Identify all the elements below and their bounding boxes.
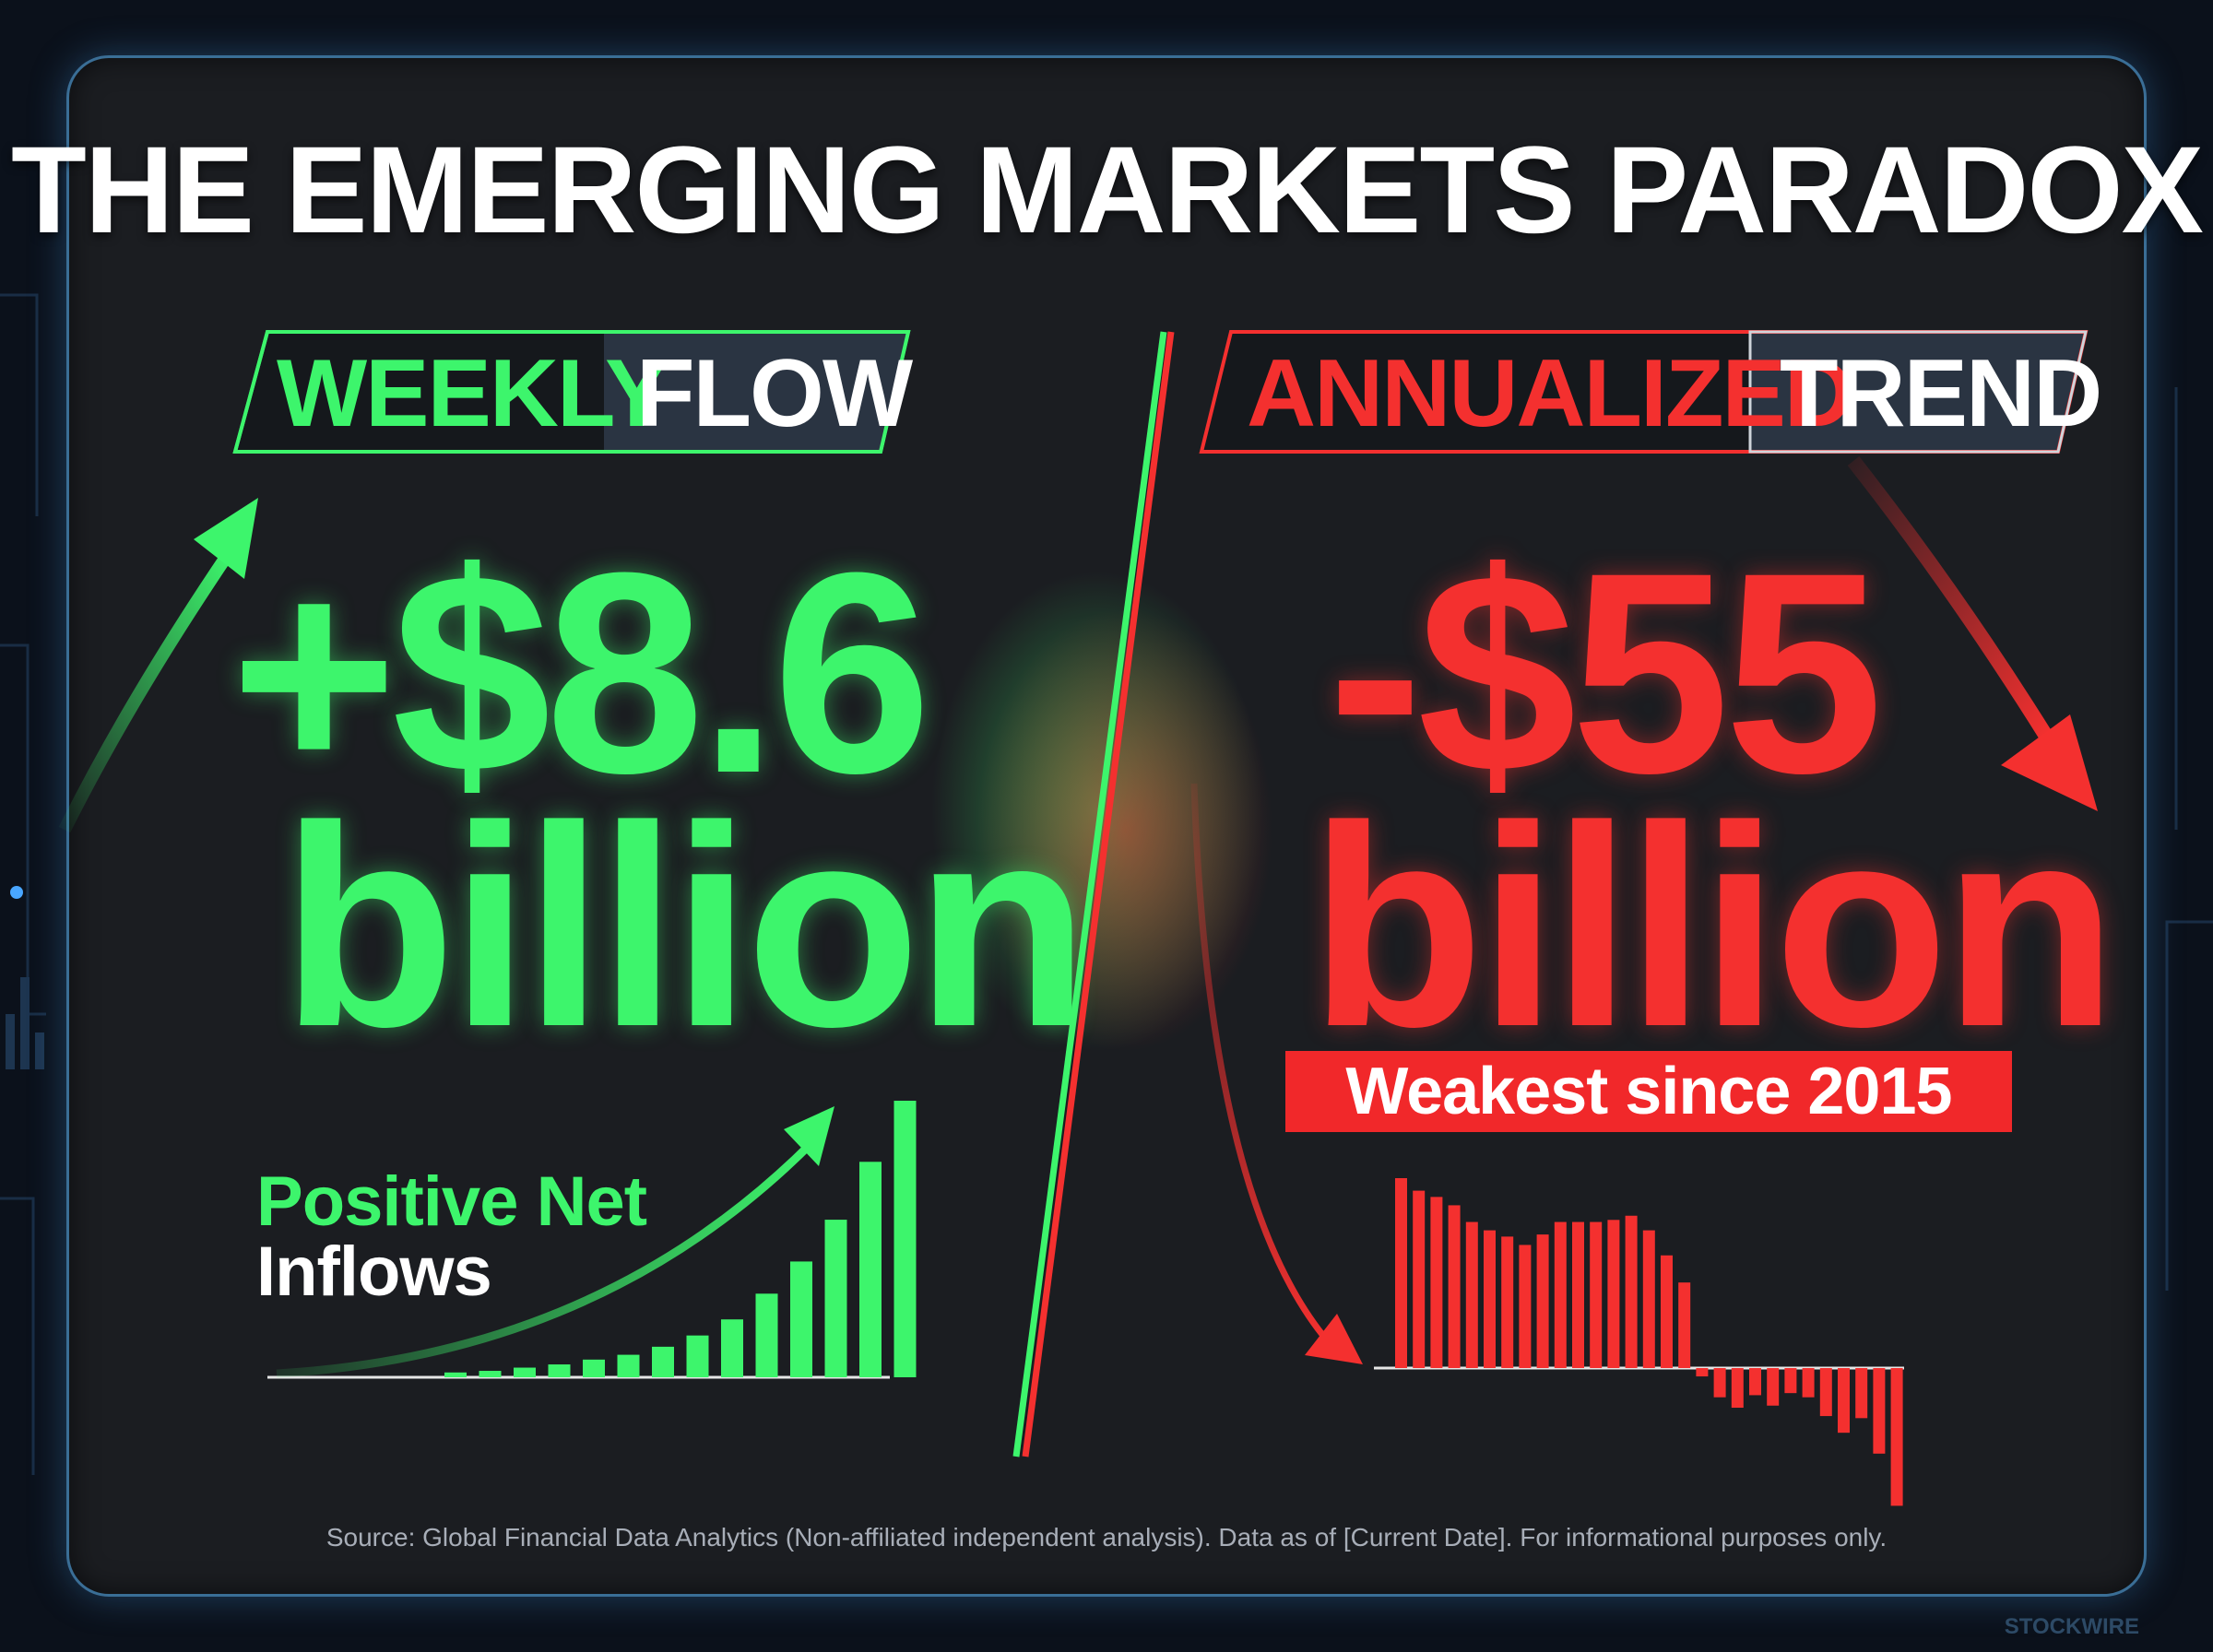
- weekly-banner-highlight: WEEKLY: [277, 340, 669, 447]
- annualized-banner-rest: TREND: [1780, 340, 2102, 447]
- weakest-since-badge: Weakest since 2015: [1285, 1051, 2012, 1132]
- page-title: THE EMERGING MARKETS PARADOX: [11, 122, 2204, 259]
- annualized-banner-highlight: ANNUALIZED: [1247, 340, 1853, 447]
- weekly-flow-amount: +$8.6: [231, 513, 931, 832]
- weekly-flow-unit: billion: [281, 766, 1090, 1086]
- weekly-banner-rest: FLOW: [636, 340, 913, 447]
- source-footnote: Source: Global Financial Data Analytics …: [325, 1523, 1888, 1552]
- annualized-trend-unit: billion: [1309, 766, 2118, 1086]
- positive-net-label: Positive Net: [256, 1162, 647, 1241]
- annualized-trend-amount: -$55: [1328, 513, 1883, 832]
- inflows-label: Inflows: [256, 1233, 492, 1311]
